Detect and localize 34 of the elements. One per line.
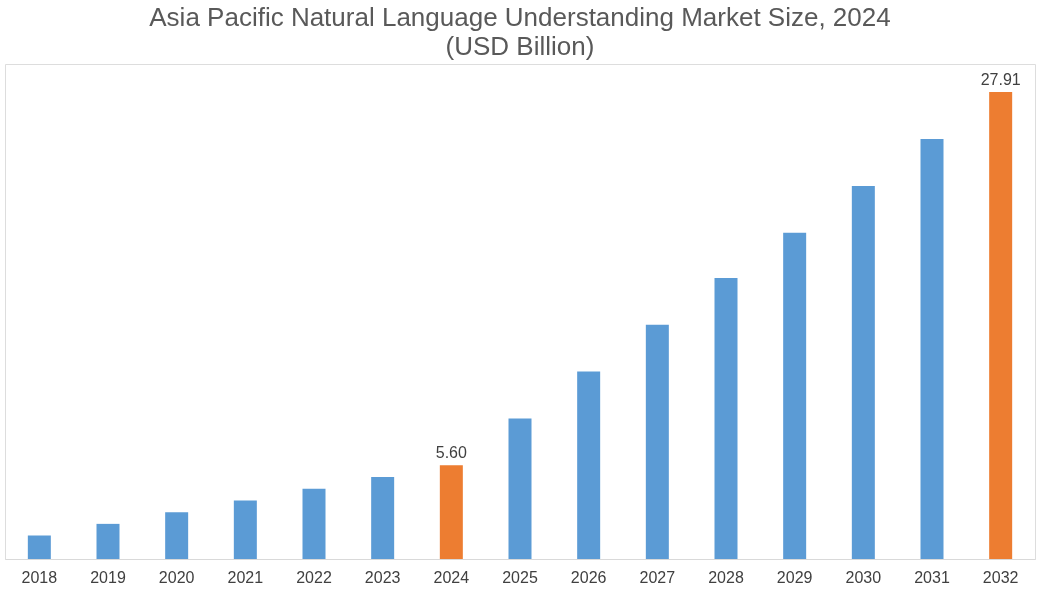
chart-subtitle: (USD Billion) [445, 31, 595, 61]
x-tick-label: 2029 [776, 568, 813, 586]
x-tick-label: 2032 [982, 568, 1019, 586]
x-tick-label: 2021 [227, 568, 264, 586]
bar [714, 277, 738, 559]
bar [439, 465, 463, 559]
x-tick-label: 2026 [570, 568, 607, 586]
chart-title: Asia Pacific Natural Language Understanding Market Size, 2024 [149, 2, 891, 32]
bar [371, 477, 395, 559]
bar [920, 139, 944, 559]
bar [96, 523, 120, 559]
bar [577, 371, 601, 559]
x-tick-label: 2031 [914, 568, 950, 586]
data-label: 5.60 [435, 444, 468, 462]
x-tick-label: 2019 [90, 568, 126, 586]
x-tick-label: 2020 [158, 568, 195, 586]
bar [783, 232, 807, 559]
bar [165, 512, 189, 559]
bar [851, 185, 875, 559]
bar [989, 92, 1013, 559]
bar [233, 500, 257, 559]
bar [302, 488, 326, 559]
x-tick-label: 2028 [708, 568, 744, 586]
bar [27, 535, 51, 559]
bar [508, 418, 532, 559]
x-tick-label: 2025 [502, 568, 538, 586]
data-label: 27.91 [980, 71, 1021, 89]
x-tick-label: 2022 [296, 568, 332, 586]
x-tick-label: 2018 [21, 568, 58, 586]
x-tick-label: 2027 [639, 568, 676, 586]
x-tick-label: 2023 [364, 568, 401, 586]
bar [645, 324, 669, 559]
x-tick-label: 2030 [845, 568, 882, 586]
x-tick-label: 2024 [433, 568, 470, 586]
